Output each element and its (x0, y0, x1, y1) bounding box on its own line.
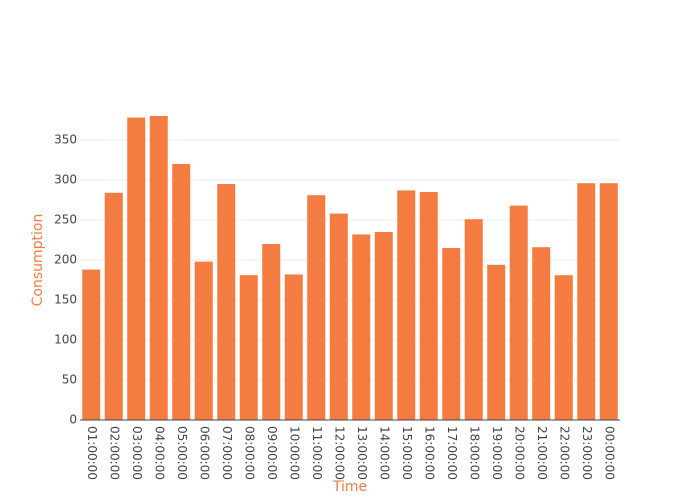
x-tick-label: 07:00:00 (220, 426, 234, 480)
bar (464, 219, 483, 420)
y-tick-label: 200 (54, 253, 77, 267)
bar (509, 205, 528, 420)
bar (104, 192, 123, 420)
x-tick-label: 13:00:00 (355, 426, 369, 480)
bar (599, 183, 618, 420)
x-tick-label: 23:00:00 (580, 426, 594, 480)
x-tick-label: 18:00:00 (467, 426, 481, 480)
x-tick-label: 16:00:00 (422, 426, 436, 480)
bar (329, 213, 348, 420)
bar (487, 264, 506, 420)
bar (577, 183, 596, 420)
x-tick-label: 01:00:00 (85, 426, 99, 480)
y-tick-label: 250 (54, 213, 77, 227)
bar (374, 232, 393, 420)
bar (194, 261, 213, 420)
y-tick-label: 50 (62, 373, 77, 387)
x-tick-label: 17:00:00 (445, 426, 459, 480)
x-tick-label: 04:00:00 (152, 426, 166, 480)
bar (397, 190, 416, 420)
bar (82, 269, 101, 420)
x-tick-label: 20:00:00 (512, 426, 526, 480)
x-tick-label: 05:00:00 (175, 426, 189, 480)
bar (442, 248, 461, 420)
bar (127, 117, 146, 420)
y-tick-label: 300 (54, 173, 77, 187)
y-tick-label: 0 (69, 413, 77, 427)
x-tick-label: 19:00:00 (490, 426, 504, 480)
x-tick-label: 12:00:00 (332, 426, 346, 480)
bar (239, 275, 258, 420)
x-axis-title: Time (332, 479, 367, 495)
bar (419, 192, 438, 420)
x-tick-label: 14:00:00 (377, 426, 391, 480)
x-tick-label: 03:00:00 (130, 426, 144, 480)
x-tick-label: 09:00:00 (265, 426, 279, 480)
bar (262, 244, 281, 420)
bar (172, 164, 191, 420)
y-tick-label: 150 (54, 293, 77, 307)
x-tick-label: 08:00:00 (242, 426, 256, 480)
x-tick-label: 02:00:00 (107, 426, 121, 480)
y-tick-label: 350 (54, 133, 77, 147)
x-tick-label: 22:00:00 (557, 426, 571, 480)
x-tick-label: 10:00:00 (287, 426, 301, 480)
y-axis-title: Consumption (30, 214, 46, 307)
bar (532, 247, 551, 420)
bar (307, 195, 326, 420)
x-tick-label: 06:00:00 (197, 426, 211, 480)
x-tick-label: 11:00:00 (310, 426, 324, 480)
bar (554, 275, 573, 420)
x-tick-label: 00:00:00 (602, 426, 616, 480)
bar (352, 234, 371, 420)
x-tick-label: 21:00:00 (535, 426, 549, 480)
bar (284, 274, 303, 420)
bar (217, 184, 236, 420)
bar (149, 116, 168, 420)
x-tick-label: 15:00:00 (400, 426, 414, 480)
y-tick-label: 100 (54, 333, 77, 347)
